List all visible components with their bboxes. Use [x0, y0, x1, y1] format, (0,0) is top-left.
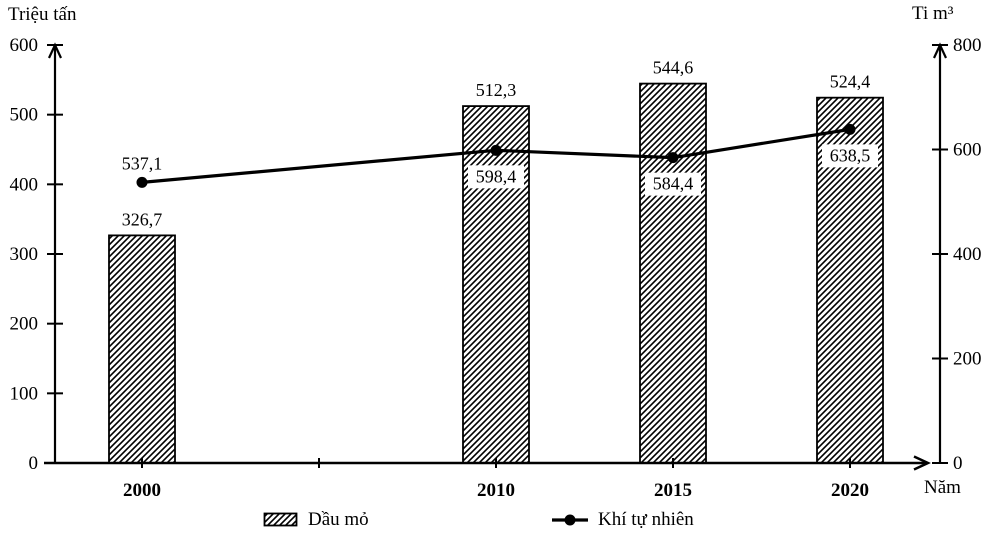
line-value-label-box-2015 — [645, 172, 701, 196]
right-axis-tick-label: 600 — [953, 140, 982, 161]
x-axis-year-label-2015: 2015 — [654, 480, 692, 501]
line-value-label-2010: 598,4 — [476, 166, 517, 186]
line-value-label-box-2010 — [468, 165, 524, 189]
left-axis-tick-label: 500 — [10, 105, 39, 126]
bar-2015 — [639, 82, 707, 464]
legend-item-dau-mo: Dầu mỏ — [263, 509, 369, 531]
legend-label-dau-mo: Dầu mỏ — [308, 509, 369, 530]
left-axis-tick-label: 600 — [10, 35, 39, 56]
bar-value-label-2000: 326,7 — [122, 209, 163, 229]
left-axis-tick-label: 200 — [10, 314, 39, 335]
line-dot-swatch-icon — [552, 514, 588, 526]
line-series — [141, 127, 851, 184]
left-axis-tick-label: 300 — [10, 244, 39, 265]
x-axis-arrow-icon — [913, 455, 931, 471]
right-axis-tick-label: 0 — [953, 453, 963, 474]
x-axis-year-label-2000: 2000 — [123, 480, 161, 501]
line-point-2000 — [136, 176, 148, 188]
right-axis-tick-label: 200 — [953, 349, 982, 370]
bar-2000 — [108, 234, 176, 464]
line-point-2020 — [844, 123, 856, 135]
line-value-label-2015: 584,4 — [653, 174, 694, 194]
line-value-label-box-2020 — [822, 144, 878, 168]
left-axis-title: Triệu tấn — [8, 4, 77, 25]
x-axis-year-label-2010: 2010 — [477, 480, 515, 501]
line-value-label-2000: 537,1 — [122, 153, 163, 173]
right-axis-tick-label: 800 — [953, 35, 982, 56]
left-axis-tick-label: 400 — [10, 174, 39, 195]
right-axis-tick-label: 400 — [953, 244, 982, 265]
hatched-bar-swatch-icon — [263, 512, 298, 527]
right-axis-title: Ti m³ — [912, 3, 954, 24]
line-point-2015 — [667, 152, 679, 164]
bar-value-label-2020: 524,4 — [830, 72, 871, 92]
x-axis-title: Năm — [924, 477, 961, 498]
bar-value-label-2010: 512,3 — [476, 80, 517, 100]
legend-item-khi-tu-nhien: Khí tự nhiên — [551, 509, 694, 531]
left-axis-tick-label: 100 — [10, 383, 39, 404]
bar-value-label-2015: 544,6 — [653, 58, 694, 78]
left-axis-tick-label: 0 — [29, 453, 39, 474]
line-value-label-2020: 638,5 — [830, 145, 871, 165]
x-axis-year-label-2020: 2020 — [831, 480, 869, 501]
legend-label-khi-tu-nhien: Khí tự nhiên — [598, 509, 694, 530]
bar-2010 — [462, 105, 530, 464]
line-point-2010 — [490, 144, 502, 156]
